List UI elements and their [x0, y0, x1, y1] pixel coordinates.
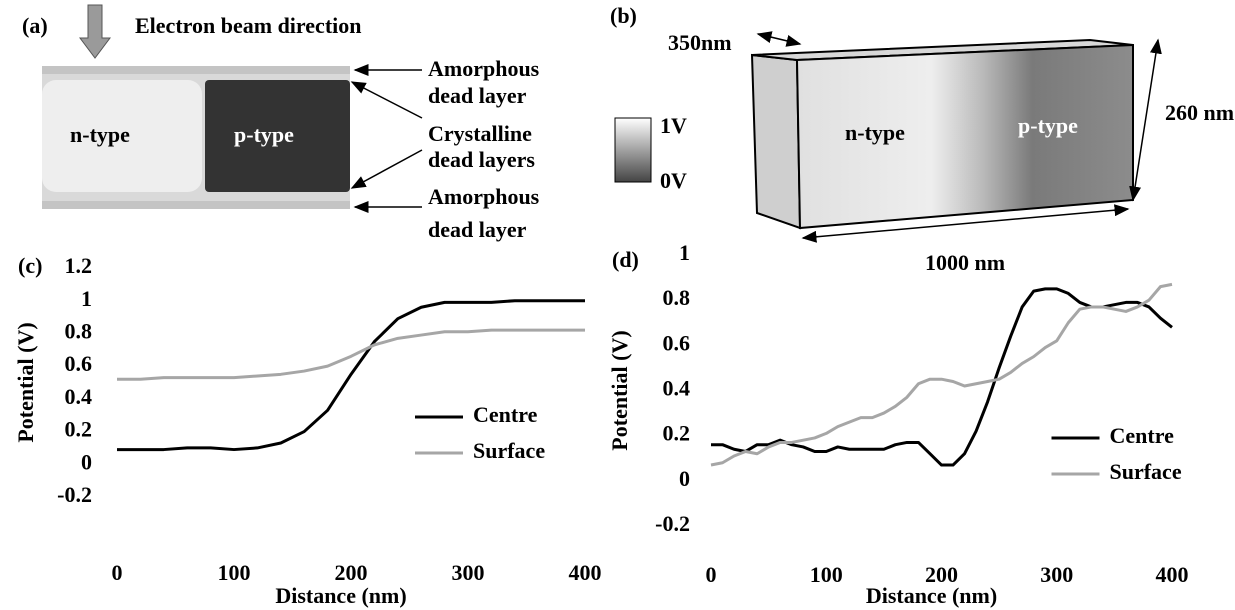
x-tick-label: 300	[452, 560, 485, 585]
x-tick-label: 400	[569, 560, 602, 585]
x-tick-label: 100	[810, 562, 843, 587]
y-axis-label: Potential (V)	[607, 330, 632, 450]
arrow	[352, 82, 422, 118]
y-axis-label: Potential (V)	[13, 322, 38, 442]
legend-label: Centre	[1110, 423, 1175, 448]
y-tick-label: 0.8	[65, 318, 93, 343]
arrow	[352, 150, 422, 188]
y-tick-label: -0.2	[655, 511, 690, 536]
n-label: n-type	[70, 122, 130, 147]
panel-b: (b) 350nm 1V 0V n-type p-type 260 nm 100…	[610, 3, 1234, 275]
layer-label: Amorphous	[428, 56, 540, 81]
layer-label: Amorphous	[428, 184, 540, 209]
legend-label: Surface	[1110, 459, 1182, 484]
figure: (a) Electron beam direction n-type p-typ…	[0, 0, 1235, 610]
layer-label: Crystalline	[428, 121, 532, 146]
series-line	[711, 284, 1172, 465]
y-tick-label: 0.4	[65, 384, 93, 409]
n-label: n-type	[845, 120, 905, 145]
dimension-label: 260 nm	[1165, 100, 1234, 125]
panel-label: (d)	[612, 247, 639, 272]
x-tick-label: 400	[1156, 562, 1189, 587]
layer-label: dead layer	[428, 217, 527, 242]
y-tick-label: 1	[679, 240, 690, 265]
arrow	[758, 34, 800, 44]
x-tick-label: 0	[706, 562, 717, 587]
y-tick-label: 1	[81, 286, 92, 311]
layer-label: dead layers	[428, 147, 535, 172]
y-tick-label: 0	[81, 449, 92, 474]
series-line	[117, 301, 585, 450]
series-line	[711, 289, 1172, 465]
x-tick-label: 200	[335, 560, 368, 585]
x-tick-label: 300	[1040, 562, 1073, 587]
y-tick-label: 0.6	[663, 330, 691, 355]
dimension-label: 1000 nm	[925, 250, 1005, 275]
y-tick-label: 0	[679, 466, 690, 491]
beam-label: Electron beam direction	[135, 13, 362, 38]
p-label: p-type	[234, 122, 294, 147]
y-tick-label: 1.2	[65, 253, 93, 278]
beam-arrow	[80, 5, 110, 58]
y-tick-label: -0.2	[57, 482, 92, 507]
x-tick-label: 100	[218, 560, 251, 585]
scale-label: 0V	[660, 168, 687, 193]
y-tick-label: 0.6	[65, 351, 93, 376]
y-tick-label: 0.8	[663, 285, 691, 310]
box-side	[752, 55, 800, 228]
legend-label: Centre	[473, 402, 538, 427]
y-tick-label: 0.4	[663, 376, 691, 401]
y-tick-label: 0.2	[65, 417, 93, 442]
layer-label: dead layer	[428, 83, 527, 108]
legend-label: Surface	[473, 438, 545, 463]
panel-a: (a) Electron beam direction n-type p-typ…	[22, 5, 540, 242]
dimension-label: 350nm	[668, 30, 732, 55]
panel-label: (a)	[22, 13, 48, 38]
arrow	[1133, 40, 1158, 200]
x-axis-label: Distance (nm)	[866, 583, 997, 608]
x-axis-label: Distance (nm)	[275, 583, 406, 608]
p-label: p-type	[1018, 113, 1078, 138]
panel-label: (c)	[18, 253, 42, 278]
panel-label: (b)	[610, 3, 637, 28]
x-tick-label: 0	[112, 560, 123, 585]
color-scale	[615, 118, 651, 182]
scale-label: 1V	[660, 113, 687, 138]
y-tick-label: 0.2	[663, 421, 691, 446]
